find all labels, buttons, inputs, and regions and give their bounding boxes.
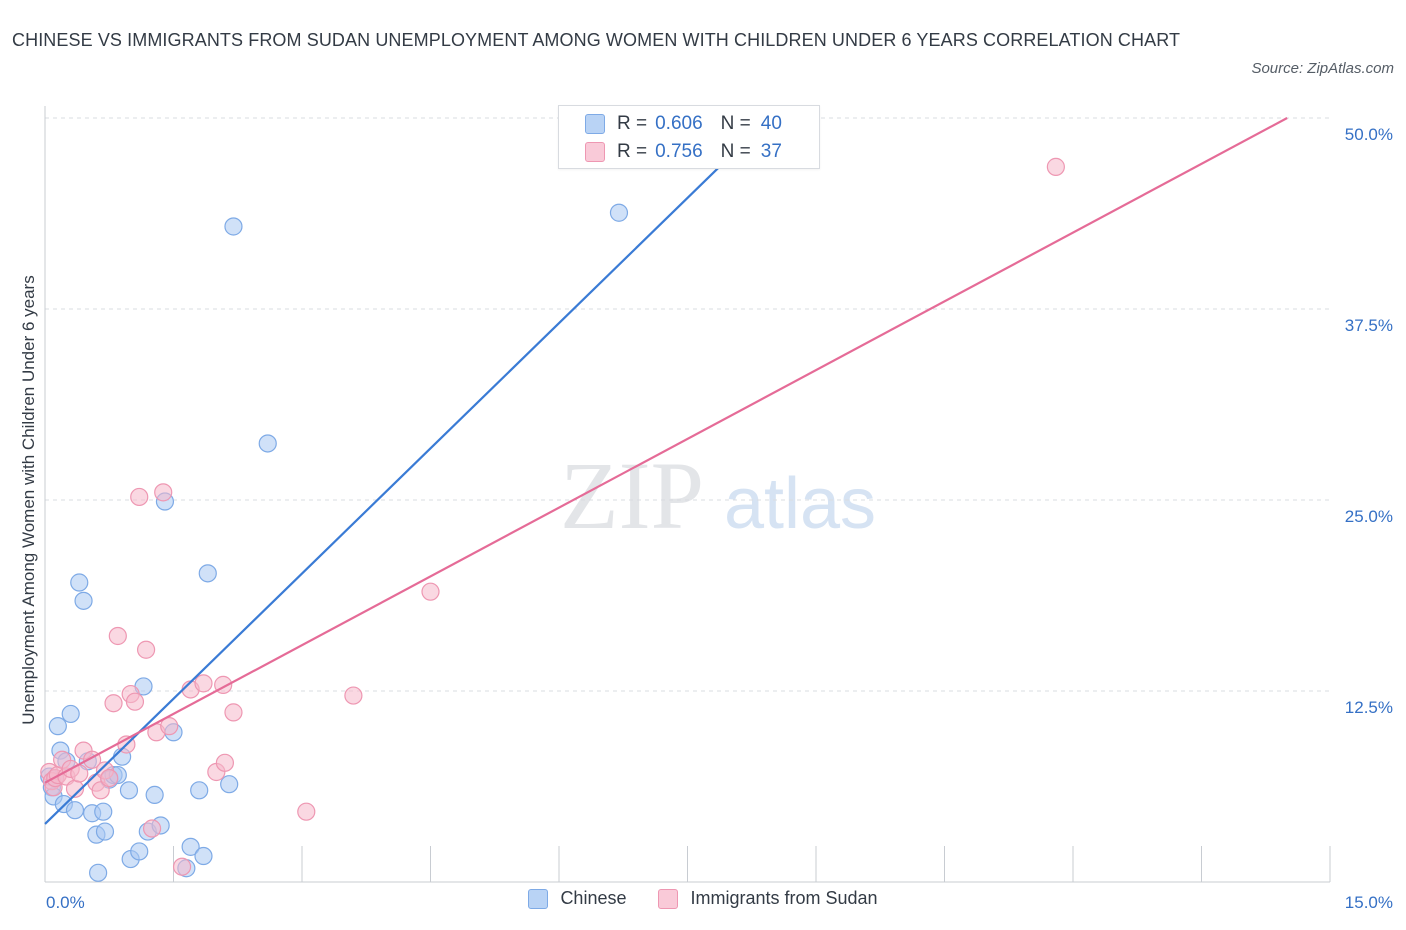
point-sudan	[130, 487, 149, 507]
legend-r-label: R =	[617, 113, 648, 134]
point-chinese	[609, 203, 629, 222]
y-tick-label: 12.5%	[1345, 698, 1393, 717]
point-sudan	[297, 802, 316, 821]
point-sudan	[344, 686, 363, 705]
legend-r-label: R =	[617, 141, 648, 162]
legend-n-label: N =	[720, 113, 751, 134]
legend-n-value: 37	[760, 141, 782, 162]
point-chinese	[95, 822, 115, 841]
x-tick-label-min: 0.0%	[46, 893, 85, 912]
point-chinese	[258, 434, 277, 453]
legend-swatch-chinese	[585, 114, 605, 134]
point-chinese	[145, 785, 164, 805]
legend-r-value: 0.756	[655, 141, 703, 162]
tick-label-layer: 12.5% 25.0% 37.5% 50.0% 0.0% 15.0%	[46, 125, 1393, 912]
y-tick-label: 37.5%	[1345, 316, 1393, 335]
correlation-legend: R = 0.606 N = 40 R = 0.756 N = 37	[558, 105, 820, 169]
point-chinese	[194, 846, 213, 866]
point-sudan	[224, 703, 243, 722]
point-sudan	[160, 717, 179, 736]
point-chinese	[224, 217, 243, 236]
axis-layer	[44, 106, 1331, 883]
chart-title: CHINESE VS IMMIGRANTS FROM SUDAN UNEMPLO…	[12, 30, 1181, 50]
trend-line-sudan	[44, 117, 1288, 784]
point-sudan	[104, 694, 123, 713]
point-chinese	[198, 564, 217, 583]
legend-swatch-sudan	[658, 888, 679, 909]
watermark-atlas: atlas	[724, 464, 876, 544]
point-sudan	[100, 768, 119, 788]
legend-n-value: 40	[760, 113, 782, 134]
legend-swatch-sudan	[585, 142, 605, 162]
legend-item-chinese[interactable]: Chinese	[528, 888, 626, 909]
point-sudan	[142, 819, 162, 838]
point-sudan	[215, 753, 234, 772]
point-chinese	[130, 842, 149, 861]
trend-line-chinese	[44, 155, 732, 825]
series-legend: Chinese Immigrants from Sudan	[0, 888, 1406, 909]
point-chinese	[70, 573, 89, 592]
point-sudan	[1046, 157, 1065, 176]
grid-layer	[45, 117, 1330, 692]
source-label: Source: ZipAtlas.com	[1251, 60, 1394, 77]
point-chinese	[190, 781, 209, 800]
point-sudan	[194, 674, 213, 693]
legend-swatch-chinese	[528, 888, 549, 909]
legend-r-value: 0.606	[655, 113, 703, 134]
point-chinese	[65, 801, 85, 820]
point-chinese	[89, 863, 108, 882]
point-chinese	[74, 591, 93, 610]
y-tick-label: 25.0%	[1345, 507, 1393, 526]
point-sudan	[421, 582, 440, 601]
point-chinese	[220, 775, 239, 794]
legend-row-sudan: R = 0.756 N = 37	[585, 139, 782, 165]
legend-label-sudan: Immigrants from Sudan	[690, 888, 878, 908]
y-tick-label: 50.0%	[1345, 125, 1393, 144]
point-chinese	[94, 802, 113, 821]
point-sudan	[108, 626, 127, 646]
point-sudan	[125, 692, 145, 711]
point-sudan	[172, 857, 192, 876]
point-sudan	[136, 640, 156, 659]
legend-label-chinese: Chinese	[560, 888, 627, 908]
legend-n-label: N =	[720, 141, 751, 162]
point-chinese	[181, 837, 200, 856]
x-tick-label-max: 15.0%	[1345, 893, 1393, 912]
point-chinese	[119, 781, 139, 800]
point-chinese	[48, 717, 67, 736]
trend-layer	[44, 117, 1288, 825]
legend-row-chinese: R = 0.606 N = 40	[585, 111, 782, 137]
points-layer	[40, 157, 1065, 882]
point-chinese	[61, 704, 80, 724]
point-sudan	[154, 483, 173, 502]
legend-item-sudan[interactable]: Immigrants from Sudan	[658, 888, 878, 909]
watermark: ZIP atlas	[560, 442, 876, 549]
